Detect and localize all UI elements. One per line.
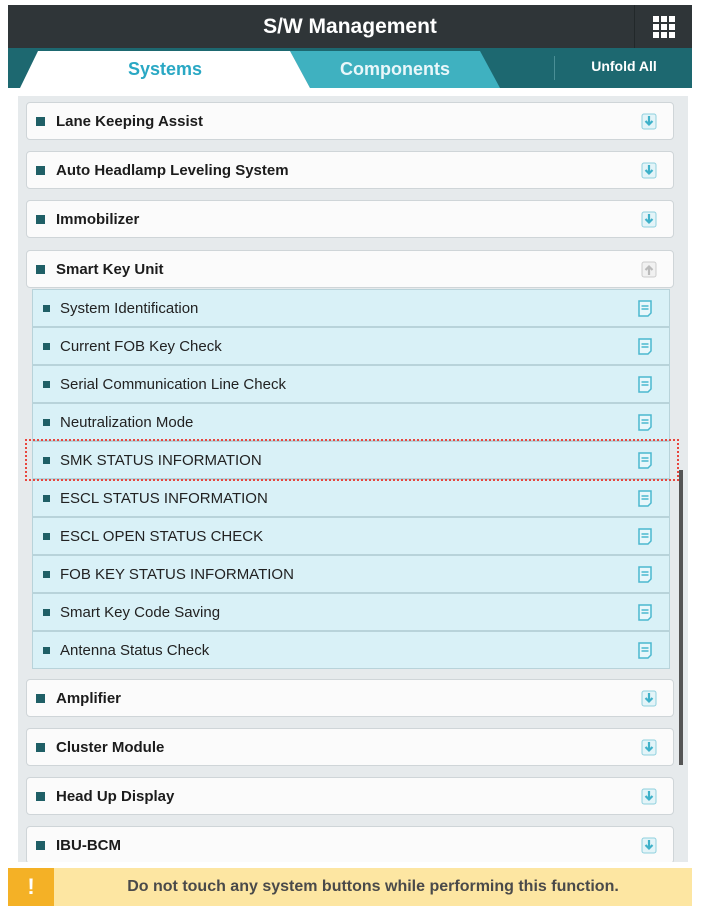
bullet-icon (43, 570, 50, 578)
document-icon[interactable] (637, 338, 653, 355)
document-icon[interactable] (637, 566, 653, 583)
highlight-box (25, 439, 679, 481)
system-label: Immobilizer (56, 210, 140, 228)
function-item-neutralization-mode[interactable]: Neutralization Mode (32, 403, 670, 441)
function-item-fob-key-status-information[interactable]: FOB KEY STATUS INFORMATION (32, 555, 670, 593)
function-item-serial-communication-line-check[interactable]: Serial Communication Line Check (32, 365, 670, 403)
function-label: System Identification (60, 299, 199, 317)
unfold-all-button[interactable]: Unfold All (591, 58, 657, 74)
document-icon[interactable] (637, 528, 653, 545)
warning-text: Do not touch any system buttons while pe… (127, 878, 619, 895)
expand-icon[interactable] (641, 788, 657, 805)
expand-icon[interactable] (641, 837, 657, 854)
function-item-escl-open-status-check[interactable]: ESCL OPEN STATUS CHECK (32, 517, 670, 555)
bullet-icon (43, 608, 50, 616)
function-item-antenna-status-check[interactable]: Antenna Status Check (32, 631, 670, 669)
divider (554, 56, 555, 80)
system-item-smart-key-unit[interactable]: Smart Key Unit (26, 250, 674, 288)
expand-icon[interactable] (641, 211, 657, 228)
warning-icon: ! (8, 868, 54, 906)
function-label: Smart Key Code Saving (60, 603, 221, 621)
tab-bar: Components Systems Unfold All (8, 48, 692, 88)
system-item-immobilizer[interactable]: Immobilizer (26, 200, 674, 238)
bullet-icon (36, 165, 45, 175)
bullet-icon (43, 418, 50, 426)
expand-icon[interactable] (641, 690, 657, 707)
document-icon[interactable] (637, 376, 653, 393)
collapse-icon[interactable] (641, 261, 657, 278)
system-item-cluster-module[interactable]: Cluster Module (26, 728, 674, 766)
grid-icon (652, 15, 675, 38)
bullet-icon (43, 380, 50, 388)
bullet-icon (43, 494, 50, 502)
system-item-lane-keeping-assist[interactable]: Lane Keeping Assist (26, 102, 674, 140)
function-item-smart-key-code-saving[interactable]: Smart Key Code Saving (32, 593, 670, 631)
expand-icon[interactable] (641, 162, 657, 179)
document-icon[interactable] (637, 490, 653, 507)
function-item-escl-status-information[interactable]: ESCL STATUS INFORMATION (32, 479, 670, 517)
title-bar: S/W Management (8, 5, 692, 48)
function-label: Current FOB Key Check (60, 337, 222, 355)
system-label: Auto Headlamp Leveling System (56, 161, 289, 179)
tab-systems[interactable]: Systems (20, 51, 310, 88)
system-label: Cluster Module (56, 738, 165, 756)
system-item-ibu-bcm[interactable]: IBU-BCM (26, 826, 674, 862)
function-label: Neutralization Mode (60, 413, 194, 431)
system-label: Smart Key Unit (56, 260, 164, 278)
system-item-auto-headlamp-leveling-system[interactable]: Auto Headlamp Leveling System (26, 151, 674, 189)
bullet-icon (43, 646, 50, 654)
bullet-icon (36, 693, 45, 703)
bullet-icon (43, 456, 50, 464)
menu-button[interactable] (634, 5, 692, 48)
page-title: S/W Management (263, 15, 437, 38)
system-label: Lane Keeping Assist (56, 112, 203, 130)
function-label: SMK STATUS INFORMATION (60, 451, 262, 469)
bullet-icon (36, 840, 45, 850)
document-icon[interactable] (637, 642, 653, 659)
bullet-icon (36, 742, 45, 752)
tab-components[interactable]: Components (290, 51, 500, 88)
function-label: ESCL OPEN STATUS CHECK (60, 527, 264, 545)
bullet-icon (36, 264, 45, 274)
scrollbar[interactable] (679, 470, 683, 765)
document-icon[interactable] (637, 604, 653, 621)
document-icon[interactable] (637, 452, 653, 469)
bullet-icon (43, 532, 50, 540)
function-item-system-identification[interactable]: System Identification (32, 289, 670, 327)
document-icon[interactable] (637, 414, 653, 431)
function-item-current-fob-key-check[interactable]: Current FOB Key Check (32, 327, 670, 365)
function-label: FOB KEY STATUS INFORMATION (60, 565, 294, 583)
system-label: Head Up Display (56, 787, 175, 805)
expand-icon[interactable] (641, 739, 657, 756)
function-label: Serial Communication Line Check (60, 375, 286, 393)
system-label: IBU-BCM (56, 836, 121, 854)
function-label: ESCL STATUS INFORMATION (60, 489, 268, 507)
bullet-icon (36, 116, 45, 126)
bullet-icon (43, 342, 50, 350)
system-item-amplifier[interactable]: Amplifier (26, 679, 674, 717)
document-icon[interactable] (637, 300, 653, 317)
warning-banner: ! Do not touch any system buttons while … (8, 868, 692, 906)
function-label: Antenna Status Check (60, 641, 210, 659)
system-item-head-up-display[interactable]: Head Up Display (26, 777, 674, 815)
system-list: Lane Keeping Assist Auto Headlamp Levelin… (18, 96, 688, 862)
bullet-icon (43, 304, 50, 312)
system-label: Amplifier (56, 689, 122, 707)
bullet-icon (36, 214, 45, 224)
function-item-smk-status-information[interactable]: SMK STATUS INFORMATION (32, 441, 670, 479)
expand-icon[interactable] (641, 113, 657, 130)
bullet-icon (36, 791, 45, 801)
